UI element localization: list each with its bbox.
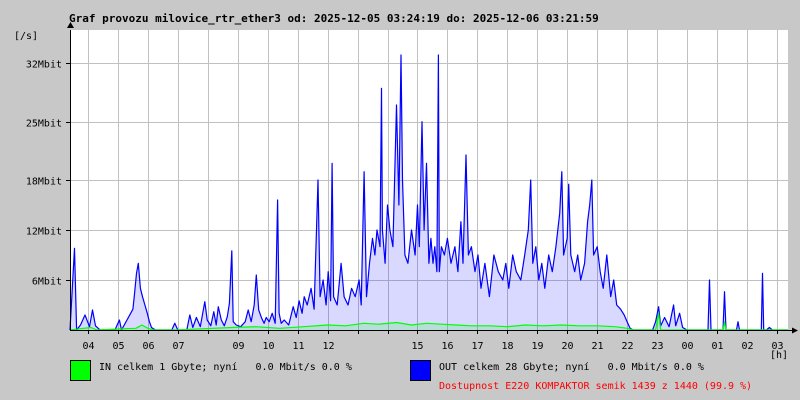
y-tick-label: 18Mbit xyxy=(26,177,62,188)
out-legend-text: OUT celkem 28 Gbyte; nyní 0.0 Mbit/s 0.0… xyxy=(439,362,704,373)
grid-lines xyxy=(70,30,788,330)
in-legend-text: IN celkem 1 Gbyte; nyní 0.0 Mbit/s 0.0 % xyxy=(99,362,352,373)
x-axis-unit: [h] xyxy=(770,350,789,361)
x-tick-label: 16 xyxy=(441,341,453,352)
y-axis-unit: [/s] xyxy=(14,31,39,42)
x-tick-label: 15 xyxy=(411,341,423,352)
x-tick-label: 10 xyxy=(262,341,274,352)
in-legend-swatch xyxy=(70,360,91,381)
x-tick-label: 19 xyxy=(531,341,543,352)
series-out-fill xyxy=(70,55,788,330)
y-tick-label: 12Mbit xyxy=(26,227,62,238)
axes-layer xyxy=(66,22,798,334)
x-tick-label: 23 xyxy=(651,341,663,352)
x-tick-label: 20 xyxy=(561,341,573,352)
x-tick-label: 22 xyxy=(621,341,633,352)
x-tick-label: 11 xyxy=(292,341,304,352)
x-tick-label: 18 xyxy=(501,341,513,352)
y-tick-label: 25Mbit xyxy=(26,119,62,130)
x-tick-label: 00 xyxy=(681,341,693,352)
x-tick-label: 02 xyxy=(741,341,753,352)
x-tick-label: 17 xyxy=(471,341,483,352)
out-legend-swatch xyxy=(410,360,431,381)
x-axis-arrow xyxy=(792,327,798,334)
y-axis-arrow xyxy=(67,22,74,28)
series-in-fill xyxy=(70,313,788,330)
x-tick-label: 04 xyxy=(82,341,94,352)
x-tick-label: 07 xyxy=(172,341,184,352)
x-tick-label: 09 xyxy=(232,341,244,352)
availability-text: Dostupnost E220 KOMPAKTOR semik 1439 z 1… xyxy=(439,381,753,392)
x-tick-label: 03 xyxy=(771,341,783,352)
x-tick-label: 21 xyxy=(591,341,603,352)
tick-labels: 04 05 06 07 09 10 11 12 15 16 17 18 19 20 21 22 23 00 01 02… xyxy=(26,60,784,353)
series-out-line xyxy=(69,54,788,331)
y-tick-label: 32Mbit xyxy=(26,60,62,71)
traffic-chart: 04 05 06 07 09 10 11 12 15 16 17 18 19 20 21 22 23 00 01 02… xyxy=(26,22,798,353)
x-tick-label: 12 xyxy=(322,341,334,352)
y-tick-label: 6Mbit xyxy=(32,277,62,288)
x-tick-label: 06 xyxy=(142,341,154,352)
x-tick-label: 01 xyxy=(711,341,723,352)
x-tick-label: 05 xyxy=(112,341,124,352)
chart-title: Graf provozu milovice_rtr_ether3 od: 202… xyxy=(69,12,599,25)
